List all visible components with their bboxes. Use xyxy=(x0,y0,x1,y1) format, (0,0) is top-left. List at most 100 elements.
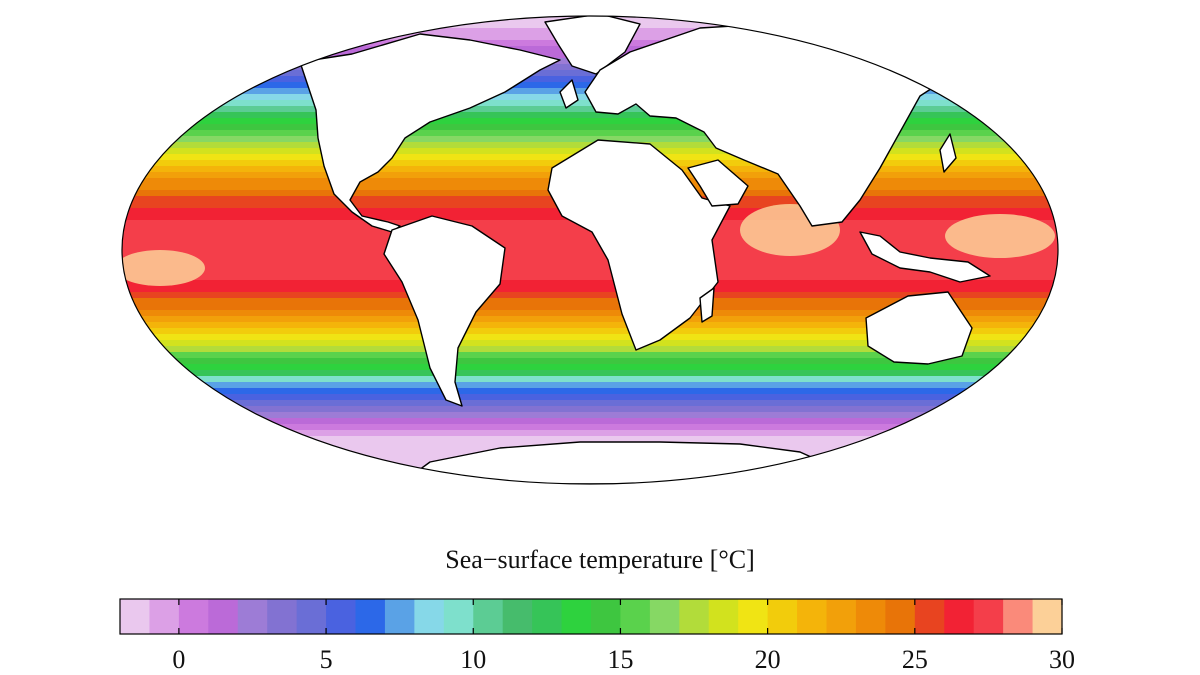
africa xyxy=(547,139,731,351)
colorbar-cell xyxy=(885,599,916,634)
colorbar-cell xyxy=(178,599,209,634)
north-america xyxy=(299,33,561,233)
colorbar-cell xyxy=(296,599,327,634)
colorbar-cell xyxy=(591,599,622,634)
colorbar-cell xyxy=(708,599,739,634)
sst-band xyxy=(122,376,1058,383)
sst-band xyxy=(122,124,1058,131)
colorbar-cell xyxy=(532,599,563,634)
colorbar-tick-label: 30 xyxy=(1049,645,1075,674)
colorbar-cell xyxy=(649,599,680,634)
sst-band xyxy=(122,310,1058,317)
world-sst-map xyxy=(121,15,1059,485)
colorbar-tick-label: 5 xyxy=(320,645,333,674)
warm-pool xyxy=(122,250,205,286)
sst-band xyxy=(122,406,1058,413)
sst-band xyxy=(122,256,1058,263)
colorbar-cell xyxy=(267,599,298,634)
colorbar-tick-label: 15 xyxy=(607,645,633,674)
colorbar-cell xyxy=(443,599,474,634)
colorbar-cell xyxy=(855,599,886,634)
sst-band xyxy=(122,70,1058,77)
colorbar-cell xyxy=(1032,599,1063,634)
sst-band xyxy=(122,112,1058,119)
colorbar-cell xyxy=(237,599,268,634)
sst-band xyxy=(122,346,1058,353)
sst-band xyxy=(122,274,1058,281)
sst-band xyxy=(122,352,1058,359)
colorbar-frame xyxy=(119,598,1063,635)
sst-band xyxy=(122,238,1058,245)
sst-band xyxy=(122,262,1058,269)
sst-band xyxy=(122,232,1058,239)
sst-band xyxy=(122,322,1058,329)
colorbar-cell xyxy=(120,599,151,634)
south-america xyxy=(383,215,506,407)
sst-band xyxy=(122,280,1058,287)
colorbar-tick-label: 10 xyxy=(460,645,486,674)
sst-band xyxy=(122,412,1058,419)
colorbar-cell xyxy=(384,599,415,634)
uk xyxy=(559,79,579,109)
colorbar-cell xyxy=(620,599,651,634)
colorbar-cell xyxy=(355,599,386,634)
sst-band xyxy=(122,130,1058,137)
colorbar-cell xyxy=(208,599,239,634)
colorbar-cell xyxy=(679,599,710,634)
sst-band xyxy=(122,136,1058,143)
land-masses xyxy=(299,16,991,484)
sst-band xyxy=(122,430,1058,437)
sst-field xyxy=(122,16,1058,484)
colorbar-cell xyxy=(767,599,798,634)
colorbar-cell xyxy=(149,599,180,634)
colorbar-tick-label: 20 xyxy=(755,645,781,674)
madagascar xyxy=(699,287,715,323)
colorbar-tick-label: 25 xyxy=(902,645,928,674)
sst-band xyxy=(122,286,1058,293)
colorbar-cell xyxy=(502,599,533,634)
sst-band xyxy=(122,400,1058,407)
sst-band xyxy=(122,364,1058,371)
sst-band xyxy=(122,340,1058,347)
colorbar-title: Sea−surface temperature [°C] xyxy=(445,545,755,574)
colorbar-cell xyxy=(473,599,504,634)
map-border xyxy=(121,15,1059,485)
sst-band xyxy=(122,394,1058,401)
sst-band xyxy=(122,298,1058,305)
sst-band xyxy=(122,424,1058,431)
colorbar-cell xyxy=(326,599,357,634)
colorbar-cell xyxy=(414,599,445,634)
colorbar-cell xyxy=(561,599,592,634)
colorbar-cell xyxy=(797,599,828,634)
sst-band xyxy=(122,316,1058,323)
colorbar-cell xyxy=(944,599,975,634)
sst-band xyxy=(122,250,1058,257)
sst-band xyxy=(122,292,1058,299)
colorbar-cell xyxy=(973,599,1004,634)
sst-band xyxy=(122,106,1058,113)
sst-band xyxy=(122,328,1058,335)
warm-pool xyxy=(945,214,1055,258)
sst-band xyxy=(122,76,1058,83)
indonesia xyxy=(859,231,991,283)
colorbar-cell xyxy=(914,599,945,634)
colorbar-cell xyxy=(738,599,769,634)
sst-band xyxy=(122,388,1058,395)
sst-band xyxy=(122,436,1058,443)
sst-band xyxy=(122,118,1058,125)
arabia xyxy=(687,159,749,207)
japan xyxy=(939,133,957,173)
australia xyxy=(865,291,973,365)
sst-band xyxy=(122,358,1058,365)
sst-band xyxy=(122,268,1058,275)
sst-band xyxy=(122,100,1058,107)
sst-band xyxy=(122,304,1058,311)
sst-band xyxy=(122,370,1058,377)
sst-band xyxy=(122,418,1058,425)
colorbar-cell xyxy=(1003,599,1034,634)
sst-band xyxy=(122,382,1058,389)
colorbar-tick-label: 0 xyxy=(172,645,185,674)
colorbar-cell xyxy=(826,599,857,634)
sst-band xyxy=(122,334,1058,341)
